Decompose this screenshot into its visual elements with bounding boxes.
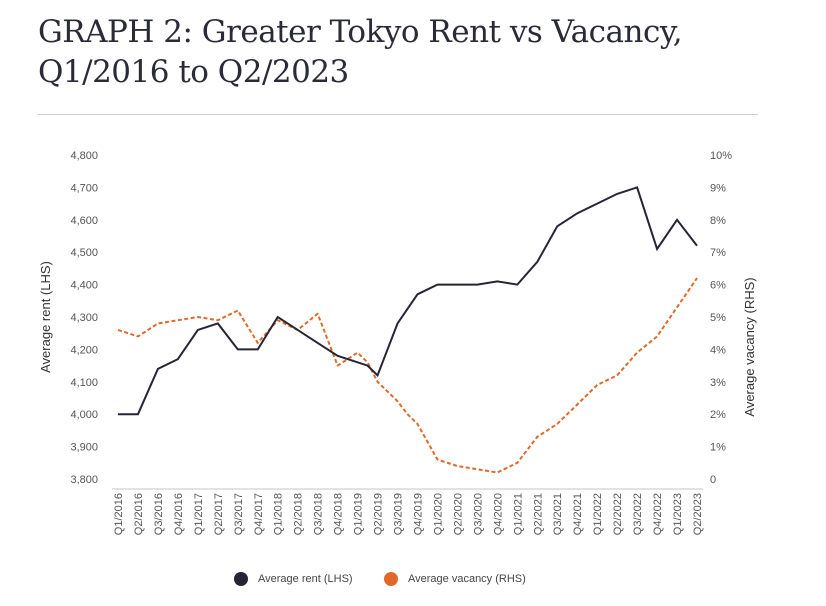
y-right-tick-label: 4% (710, 344, 726, 356)
y-left-tick-label: 4,000 (70, 409, 98, 421)
legend-swatch-rent (234, 572, 248, 586)
y-right-tick-label: 2% (710, 409, 726, 421)
x-tick-label: Q4/2021 (572, 493, 584, 535)
legend-label-rent: Average rent (LHS) (258, 573, 353, 585)
chart-title-line-1: GRAPH 2: Greater Tokyo Rent vs Vacancy, (38, 14, 683, 50)
x-tick-label: Q1/2018 (273, 493, 285, 535)
y-right-tick-label: 5% (710, 312, 726, 324)
y-right-tick-label: 7% (710, 247, 726, 259)
legend-label-vacancy: Average vacancy (RHS) (408, 573, 526, 585)
legend-item-vacancy: Average vacancy (RHS) (384, 572, 526, 586)
y-left-tick-label: 4,100 (70, 377, 98, 389)
x-tick-label: Q2/2021 (532, 493, 544, 535)
x-tick-label: Q2/2017 (213, 493, 225, 535)
legend-item-rent: Average rent (LHS) (234, 572, 353, 586)
x-tick-label: Q4/2022 (652, 493, 664, 535)
y-left-tick-label: 4,300 (70, 312, 98, 324)
series-line-rent (118, 186, 698, 416)
y-right-tick-label: 9% (710, 182, 726, 194)
x-tick-label: Q4/2017 (253, 493, 265, 535)
y-right-tick-label: 0 (710, 474, 716, 486)
y-right-tick-label: 8% (710, 215, 726, 227)
y-left-tick-label: 3,900 (70, 442, 98, 454)
x-tick-label: Q1/2019 (353, 493, 365, 535)
y-left-axis-label: Average rent (LHS) (38, 261, 53, 373)
x-tick-label: Q4/2016 (173, 493, 185, 535)
x-tick-label: Q3/2018 (313, 493, 325, 535)
x-tick-label: Q2/2022 (612, 493, 624, 535)
x-tick-label: Q3/2019 (393, 493, 405, 535)
y-left-tick-label: 4,200 (70, 344, 98, 356)
legend: Average rent (LHS) Average vacancy (RHS) (0, 572, 826, 590)
y-right-tick-label: 1% (710, 442, 726, 454)
x-tick-label: Q1/2017 (193, 493, 205, 535)
x-tick-label: Q4/2020 (492, 493, 504, 535)
x-tick-label: Q3/2016 (153, 493, 165, 535)
legend-swatch-vacancy (384, 572, 398, 586)
x-tick-label: Q1/2021 (512, 493, 524, 535)
y-left-tick-label: 4,800 (70, 150, 98, 162)
y-right-tick-label: 10% (710, 150, 732, 162)
y-right-tick-label: 6% (710, 280, 726, 292)
y-left-tick-label: 4,600 (70, 215, 98, 227)
chart-title-line-2: Q1/2016 to Q2/2023 (38, 54, 349, 90)
y-left-tick-label: 4,400 (70, 280, 98, 292)
x-tick-label: Q1/2016 (113, 493, 125, 535)
x-tick-label: Q2/2018 (293, 493, 305, 535)
x-tick-label: Q1/2022 (592, 493, 604, 535)
y-right-axis-label: Average vacancy (RHS) (742, 277, 757, 416)
x-tick-label: Q3/2022 (632, 493, 644, 535)
x-tick-label: Q4/2018 (333, 493, 345, 535)
x-tick-label: Q2/2016 (133, 493, 145, 535)
x-tick-label: Q2/2020 (452, 493, 464, 535)
x-tick-label: Q4/2019 (412, 493, 424, 535)
x-tick-label: Q3/2020 (472, 493, 484, 535)
y-right-tick-label: 3% (710, 377, 726, 389)
x-tick-label: Q3/2017 (233, 493, 245, 535)
chart-area: 4,800 4,700 4,600 4,500 4,400 4,300 4,200 4,100… (38, 150, 757, 535)
x-tick-label: Q2/2019 (373, 493, 385, 535)
y-left-tick-label: 4,700 (70, 182, 98, 194)
x-tick-label: Q1/2020 (432, 493, 444, 535)
y-left-tick-label: 3,800 (70, 474, 98, 486)
chart-title: GRAPH 2: Greater Tokyo Rent vs Vacancy, … (38, 12, 778, 92)
x-tick-label: Q1/2023 (672, 493, 684, 535)
y-left-tick-label: 4,500 (70, 247, 98, 259)
x-tick-label: Q2/2023 (692, 493, 704, 535)
x-tick-label: Q3/2021 (552, 493, 564, 535)
title-divider (38, 114, 758, 115)
